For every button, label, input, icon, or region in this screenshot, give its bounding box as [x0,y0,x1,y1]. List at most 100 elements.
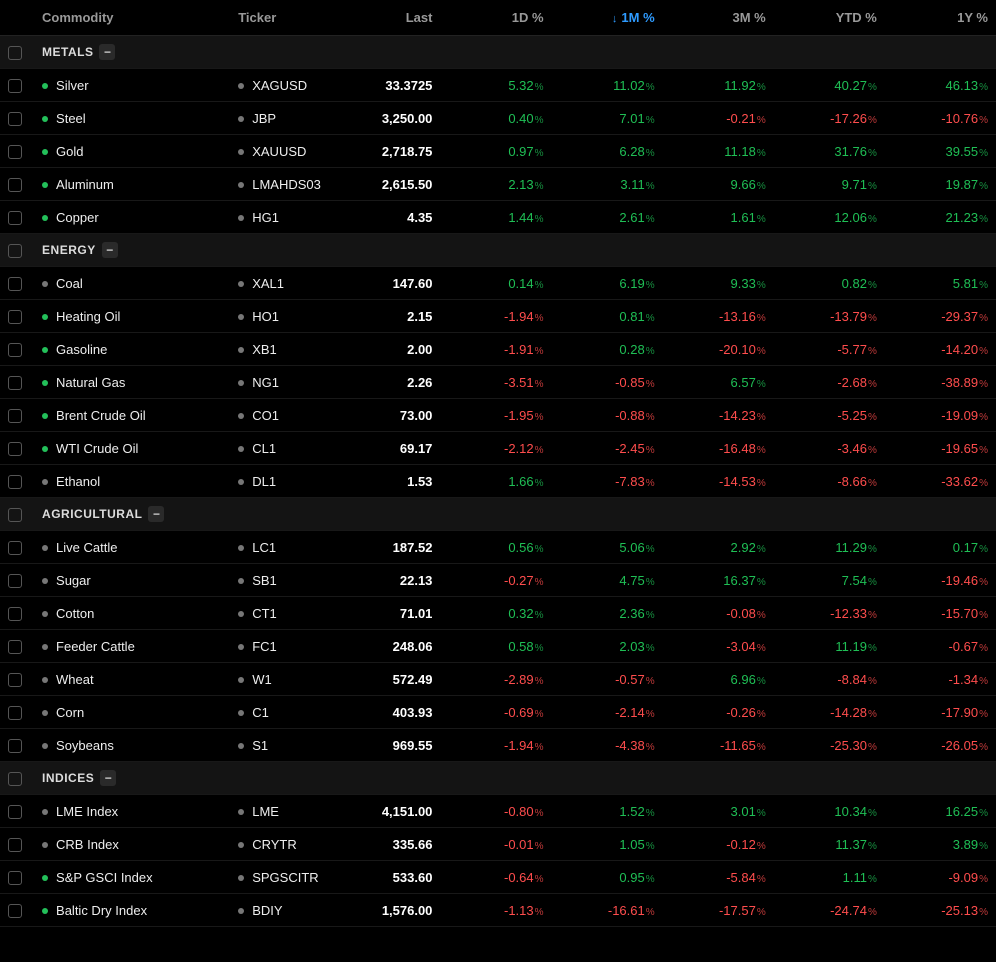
col-header-ytd[interactable]: YTD % [774,0,885,36]
row-checkbox-cell[interactable] [0,267,34,300]
table-row[interactable]: Live CattleLC1187.520.56%5.06%2.92%11.29… [0,531,996,564]
ticker-cell[interactable]: CL1 [230,432,340,465]
row-checkbox-cell[interactable] [0,861,34,894]
ticker-cell[interactable]: LC1 [230,531,340,564]
group-name-cell[interactable]: ENERGY− [34,234,996,267]
table-row[interactable]: CoalXAL1147.600.14%6.19%9.33%0.82%5.81% [0,267,996,300]
checkbox-icon[interactable] [8,79,22,93]
col-header-1y[interactable]: 1Y % [885,0,996,36]
table-row[interactable]: CornC1403.93-0.69%-2.14%-0.26%-14.28%-17… [0,696,996,729]
collapse-icon[interactable]: − [100,770,116,786]
ticker-cell[interactable]: CT1 [230,597,340,630]
commodity-cell[interactable]: Cotton [34,597,230,630]
group-row[interactable]: ENERGY− [0,234,996,267]
checkbox-icon[interactable] [8,475,22,489]
checkbox-icon[interactable] [8,442,22,456]
row-checkbox-cell[interactable] [0,168,34,201]
collapse-icon[interactable]: − [148,506,164,522]
commodity-cell[interactable]: Copper [34,201,230,234]
checkbox-icon[interactable] [8,640,22,654]
commodity-cell[interactable]: Corn [34,696,230,729]
commodity-cell[interactable]: CRB Index [34,828,230,861]
commodity-cell[interactable]: Ethanol [34,465,230,498]
checkbox-icon[interactable] [8,706,22,720]
checkbox-icon[interactable] [8,838,22,852]
row-checkbox-cell[interactable] [0,729,34,762]
col-header-ticker[interactable]: Ticker [230,0,340,36]
checkbox-icon[interactable] [8,343,22,357]
collapse-icon[interactable]: − [102,242,118,258]
checkbox-icon[interactable] [8,739,22,753]
table-row[interactable]: Heating OilHO12.15-1.94%0.81%-13.16%-13.… [0,300,996,333]
checkbox-icon[interactable] [8,277,22,291]
row-checkbox-cell[interactable] [0,696,34,729]
ticker-cell[interactable]: DL1 [230,465,340,498]
checkbox-icon[interactable] [8,805,22,819]
row-checkbox-cell[interactable] [0,465,34,498]
group-row[interactable]: METALS− [0,36,996,69]
checkbox-icon[interactable] [8,178,22,192]
ticker-cell[interactable]: S1 [230,729,340,762]
row-checkbox-cell[interactable] [0,663,34,696]
checkbox-icon[interactable] [8,145,22,159]
commodity-cell[interactable]: Baltic Dry Index [34,894,230,927]
col-header-3m[interactable]: 3M % [663,0,774,36]
ticker-cell[interactable]: CRYTR [230,828,340,861]
checkbox-icon[interactable] [8,607,22,621]
ticker-cell[interactable]: HO1 [230,300,340,333]
table-row[interactable]: Baltic Dry IndexBDIY1,576.00-1.13%-16.61… [0,894,996,927]
commodity-cell[interactable]: S&P GSCI Index [34,861,230,894]
row-checkbox-cell[interactable] [0,432,34,465]
commodity-cell[interactable]: Soybeans [34,729,230,762]
ticker-cell[interactable]: HG1 [230,201,340,234]
checkbox-icon[interactable] [8,871,22,885]
col-header-last[interactable]: Last [340,0,440,36]
col-header-1m[interactable]: ↓1M % [552,0,663,36]
commodity-cell[interactable]: Sugar [34,564,230,597]
commodity-cell[interactable]: Heating Oil [34,300,230,333]
row-checkbox-cell[interactable] [0,399,34,432]
ticker-cell[interactable]: SB1 [230,564,340,597]
checkbox-icon[interactable] [8,673,22,687]
row-checkbox-cell[interactable] [0,333,34,366]
commodity-cell[interactable]: Wheat [34,663,230,696]
row-checkbox-cell[interactable] [0,201,34,234]
row-checkbox-cell[interactable] [0,597,34,630]
row-checkbox-cell[interactable] [0,366,34,399]
collapse-icon[interactable]: − [99,44,115,60]
table-row[interactable]: WheatW1572.49-2.89%-0.57%6.96%-8.84%-1.3… [0,663,996,696]
table-row[interactable]: Natural GasNG12.26-3.51%-0.85%6.57%-2.68… [0,366,996,399]
table-row[interactable]: SteelJBP3,250.000.40%7.01%-0.21%-17.26%-… [0,102,996,135]
ticker-cell[interactable]: XAGUSD [230,69,340,102]
ticker-cell[interactable]: W1 [230,663,340,696]
checkbox-icon[interactable] [8,211,22,225]
commodity-cell[interactable]: Steel [34,102,230,135]
row-checkbox-cell[interactable] [0,828,34,861]
checkbox-icon[interactable] [8,541,22,555]
commodity-cell[interactable]: Feeder Cattle [34,630,230,663]
checkbox-icon[interactable] [8,508,22,522]
group-name-cell[interactable]: AGRICULTURAL− [34,498,996,531]
commodity-cell[interactable]: LME Index [34,795,230,828]
row-checkbox-cell[interactable] [0,894,34,927]
table-row[interactable]: GoldXAUUSD2,718.750.97%6.28%11.18%31.76%… [0,135,996,168]
row-checkbox-cell[interactable] [0,300,34,333]
ticker-cell[interactable]: BDIY [230,894,340,927]
table-row[interactable]: CRB IndexCRYTR335.66-0.01%1.05%-0.12%11.… [0,828,996,861]
row-checkbox-cell[interactable] [0,531,34,564]
checkbox-icon[interactable] [8,772,22,786]
ticker-cell[interactable]: JBP [230,102,340,135]
table-row[interactable]: Feeder CattleFC1248.060.58%2.03%-3.04%11… [0,630,996,663]
row-checkbox-cell[interactable] [0,102,34,135]
commodity-cell[interactable]: Brent Crude Oil [34,399,230,432]
commodity-cell[interactable]: WTI Crude Oil [34,432,230,465]
ticker-cell[interactable]: SPGSCITR [230,861,340,894]
group-row[interactable]: INDICES− [0,762,996,795]
commodity-cell[interactable]: Aluminum [34,168,230,201]
checkbox-icon[interactable] [8,409,22,423]
table-row[interactable]: CottonCT171.010.32%2.36%-0.08%-12.33%-15… [0,597,996,630]
ticker-cell[interactable]: LMAHDS03 [230,168,340,201]
table-row[interactable]: AluminumLMAHDS032,615.502.13%3.11%9.66%9… [0,168,996,201]
group-checkbox-cell[interactable] [0,36,34,69]
ticker-cell[interactable]: XB1 [230,333,340,366]
